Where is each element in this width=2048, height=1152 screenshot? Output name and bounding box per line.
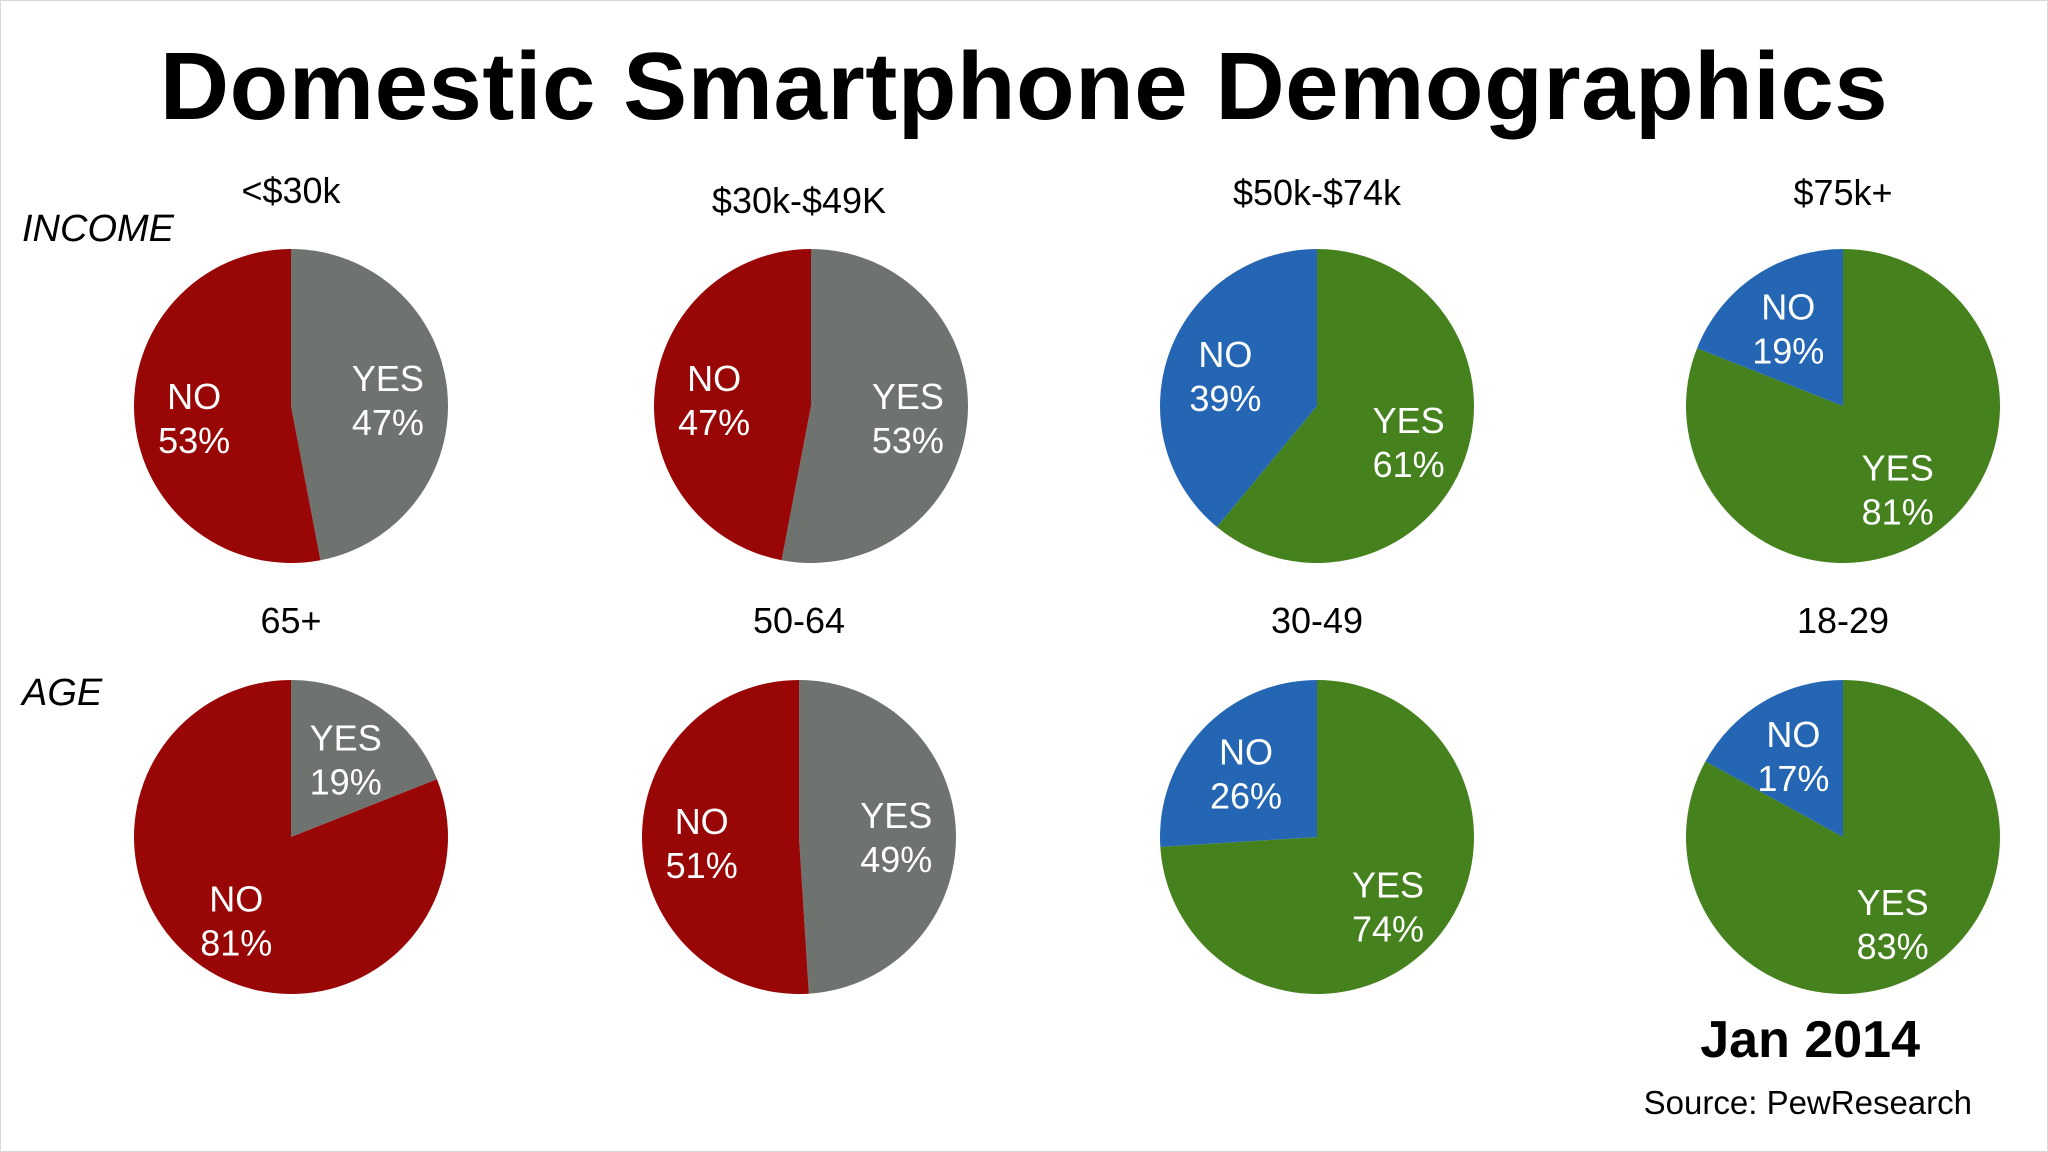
pie-slice-yes <box>1686 249 2001 563</box>
chart-title-age-1: 65+ <box>260 600 322 641</box>
slice-category-label: YES <box>872 376 944 417</box>
date-label: Jan 2014 <box>1700 1011 1920 1069</box>
slice-value-label: 49% <box>860 839 932 880</box>
page-title: Domestic Smartphone Demographics <box>159 33 1889 140</box>
slice-value-label: 17% <box>1757 758 1829 799</box>
slice-value-label: 47% <box>678 402 750 443</box>
slice-category-label: NO <box>1198 334 1252 375</box>
chart-title-income-2: $30k-$49K <box>711 180 887 221</box>
slice-value-label: 39% <box>1189 378 1261 419</box>
slice-category-label: YES <box>860 795 932 836</box>
chart-title-age-3: 30-49 <box>1270 600 1364 641</box>
slice-category-label: NO <box>1766 714 1820 755</box>
slice-value-label: 53% <box>158 420 230 461</box>
slice-category-label: NO <box>1761 287 1815 328</box>
slice-category-label: NO <box>1219 731 1273 772</box>
source-label: Source: PewResearch <box>1643 1084 1972 1121</box>
slice-value-label: 83% <box>1857 926 1929 967</box>
slice-value-label: 81% <box>200 923 272 964</box>
pie-slice-no <box>1705 680 1843 837</box>
slice-category-label: NO <box>209 879 263 920</box>
chart-title-age-2: 50-64 <box>752 600 846 641</box>
slice-category-label: NO <box>687 358 741 399</box>
slice-value-label: 61% <box>1373 444 1445 485</box>
row-label-age: AGE <box>22 672 103 714</box>
pie-slice-yes <box>1160 680 1474 995</box>
row-label-income: INCOME <box>22 208 174 250</box>
slice-category-label: YES <box>310 718 382 759</box>
pie-slice-yes <box>291 248 449 561</box>
slice-category-label: NO <box>675 801 729 842</box>
chart-title-age-4: 18-29 <box>1796 600 1890 641</box>
slice-category-label: NO <box>167 376 221 417</box>
pie-slice-no <box>1697 249 1843 406</box>
slice-category-label: YES <box>352 358 424 399</box>
slice-category-label: YES <box>1373 400 1445 441</box>
pie-slice-yes <box>1216 249 1474 563</box>
slice-category-label: YES <box>1352 865 1424 906</box>
pie-slice-yes <box>781 249 968 563</box>
slice-category-label: YES <box>1857 882 1929 923</box>
pie-slice-no <box>1160 680 1317 847</box>
pie-slice-no <box>134 249 321 563</box>
pie-slice-no <box>133 680 448 994</box>
slice-value-label: 74% <box>1352 909 1424 950</box>
pie-slice-yes <box>291 680 437 837</box>
chart-title-income-3: $50k-$74k <box>1232 172 1402 213</box>
slice-value-label: 51% <box>666 845 738 886</box>
pie-slice-no <box>653 248 811 561</box>
pie-slice-yes <box>799 680 956 994</box>
slice-value-label: 19% <box>1752 331 1824 372</box>
slice-value-label: 81% <box>1862 492 1934 533</box>
chart-title-income-4: $75k+ <box>1793 172 1893 213</box>
pie-slice-no <box>1159 249 1317 527</box>
chart-title-income-1: <$30k <box>241 170 341 211</box>
slice-value-label: 19% <box>310 762 382 803</box>
pie-slice-yes <box>1685 680 2000 995</box>
slice-value-label: 53% <box>872 420 944 461</box>
slice-value-label: 47% <box>352 402 424 443</box>
slice-value-label: 26% <box>1210 775 1282 816</box>
slice-category-label: YES <box>1862 448 1934 489</box>
pie-slice-no <box>641 680 809 994</box>
